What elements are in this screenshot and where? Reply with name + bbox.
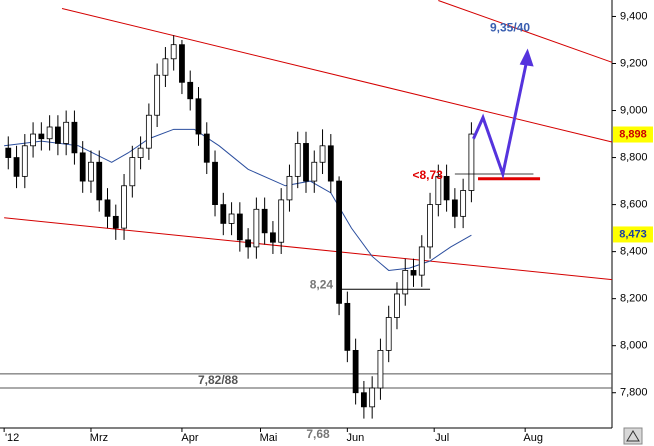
candle-body: [344, 302, 351, 351]
trend-line: [438, 0, 613, 63]
candle-body: [203, 133, 210, 163]
candle-body: [46, 126, 53, 140]
candle-body: [352, 349, 359, 394]
candle-body: [443, 175, 450, 201]
candle-body: [394, 293, 400, 318]
candle-body: [236, 213, 243, 241]
candle-body: [253, 208, 260, 248]
candle-body: [402, 270, 409, 295]
candle-body: [112, 215, 119, 229]
candle-body: [336, 180, 342, 304]
x-tick-label: Jul: [435, 432, 449, 444]
resistance-label: <8,73: [412, 168, 443, 182]
candle-body: [96, 161, 103, 201]
candle-body: [451, 199, 458, 217]
candle-body: [162, 58, 169, 76]
candle-body: [286, 175, 293, 201]
candle-body: [13, 157, 20, 177]
candle-body: [303, 143, 309, 182]
candle-body: [187, 81, 194, 100]
candle-body: [427, 204, 433, 248]
y-tick-label: 8,200: [620, 293, 648, 305]
candle-body: [79, 152, 86, 182]
candle-body: [468, 133, 475, 191]
candle-body: [360, 392, 367, 408]
arrow-head: [519, 48, 534, 67]
x-tick-label: '12: [5, 432, 19, 444]
candle-body: [261, 208, 268, 234]
forecast-arrow: [472, 56, 530, 180]
price-tag: 8,898: [619, 128, 647, 140]
candle-body: [385, 317, 392, 351]
candle-body: [245, 239, 252, 248]
candle-body: [418, 246, 425, 276]
candle-body: [270, 232, 276, 243]
candle-body: [410, 270, 417, 276]
candle-body: [71, 121, 78, 154]
moving-average: [4, 128, 472, 271]
candle-body: [311, 161, 318, 182]
candle-body: [377, 349, 384, 389]
candle-body: [278, 199, 285, 243]
trend-line: [4, 217, 613, 281]
candle-body: [294, 143, 301, 177]
gap-label: 8,24: [310, 277, 334, 291]
candle-body: [170, 44, 177, 60]
candle-body: [220, 204, 227, 224]
candle-body: [435, 175, 442, 205]
x-tick-label: Apr: [181, 432, 198, 444]
price-tag: 8,473: [619, 228, 647, 240]
candle-body: [5, 147, 12, 158]
y-tick-label: 9,200: [620, 57, 648, 69]
candle-body: [145, 114, 152, 149]
candle-body: [63, 121, 70, 144]
candle-body: [104, 199, 111, 217]
candle-body: [137, 147, 144, 158]
candle-body: [460, 190, 467, 217]
candle-body: [30, 133, 36, 147]
candle-body: [369, 387, 376, 408]
y-tick-label: 8,600: [620, 198, 648, 210]
candle-body: [319, 145, 326, 163]
target-label: 9,35/40: [490, 20, 530, 34]
candle-body: [195, 98, 202, 135]
candle-body: [179, 44, 185, 83]
x-tick-label: Jun: [346, 432, 364, 444]
x-tick-label: Aug: [523, 432, 543, 444]
corner-icon-glyph: [626, 430, 640, 442]
price-tag-box: [613, 226, 653, 243]
candle-body: [327, 145, 334, 182]
x-tick-label: Mai: [260, 432, 278, 444]
price-tag-box: [613, 126, 653, 143]
candle-body: [212, 161, 218, 205]
corner-icon: [623, 427, 643, 445]
low-label: 7,68: [306, 427, 330, 441]
trend-line: [61, 7, 613, 143]
y-tick-label: 8,000: [620, 340, 648, 352]
y-tick-label: 9,400: [620, 10, 648, 22]
y-tick-label: 8,800: [620, 151, 648, 163]
candle-body: [38, 133, 45, 140]
candle-body: [21, 145, 28, 177]
candle-body: [88, 161, 94, 182]
candle-body: [129, 157, 136, 187]
candle-body: [121, 185, 127, 229]
candle-body: [228, 213, 235, 224]
y-tick-label: 7,800: [620, 387, 648, 399]
zone-label: 7,82/88: [198, 373, 238, 387]
y-tick-label: 9,000: [620, 104, 648, 116]
candle-body: [54, 126, 61, 144]
x-tick-label: Mrz: [90, 432, 108, 444]
y-tick-label: 8,400: [620, 246, 648, 258]
candle-body: [154, 74, 161, 116]
